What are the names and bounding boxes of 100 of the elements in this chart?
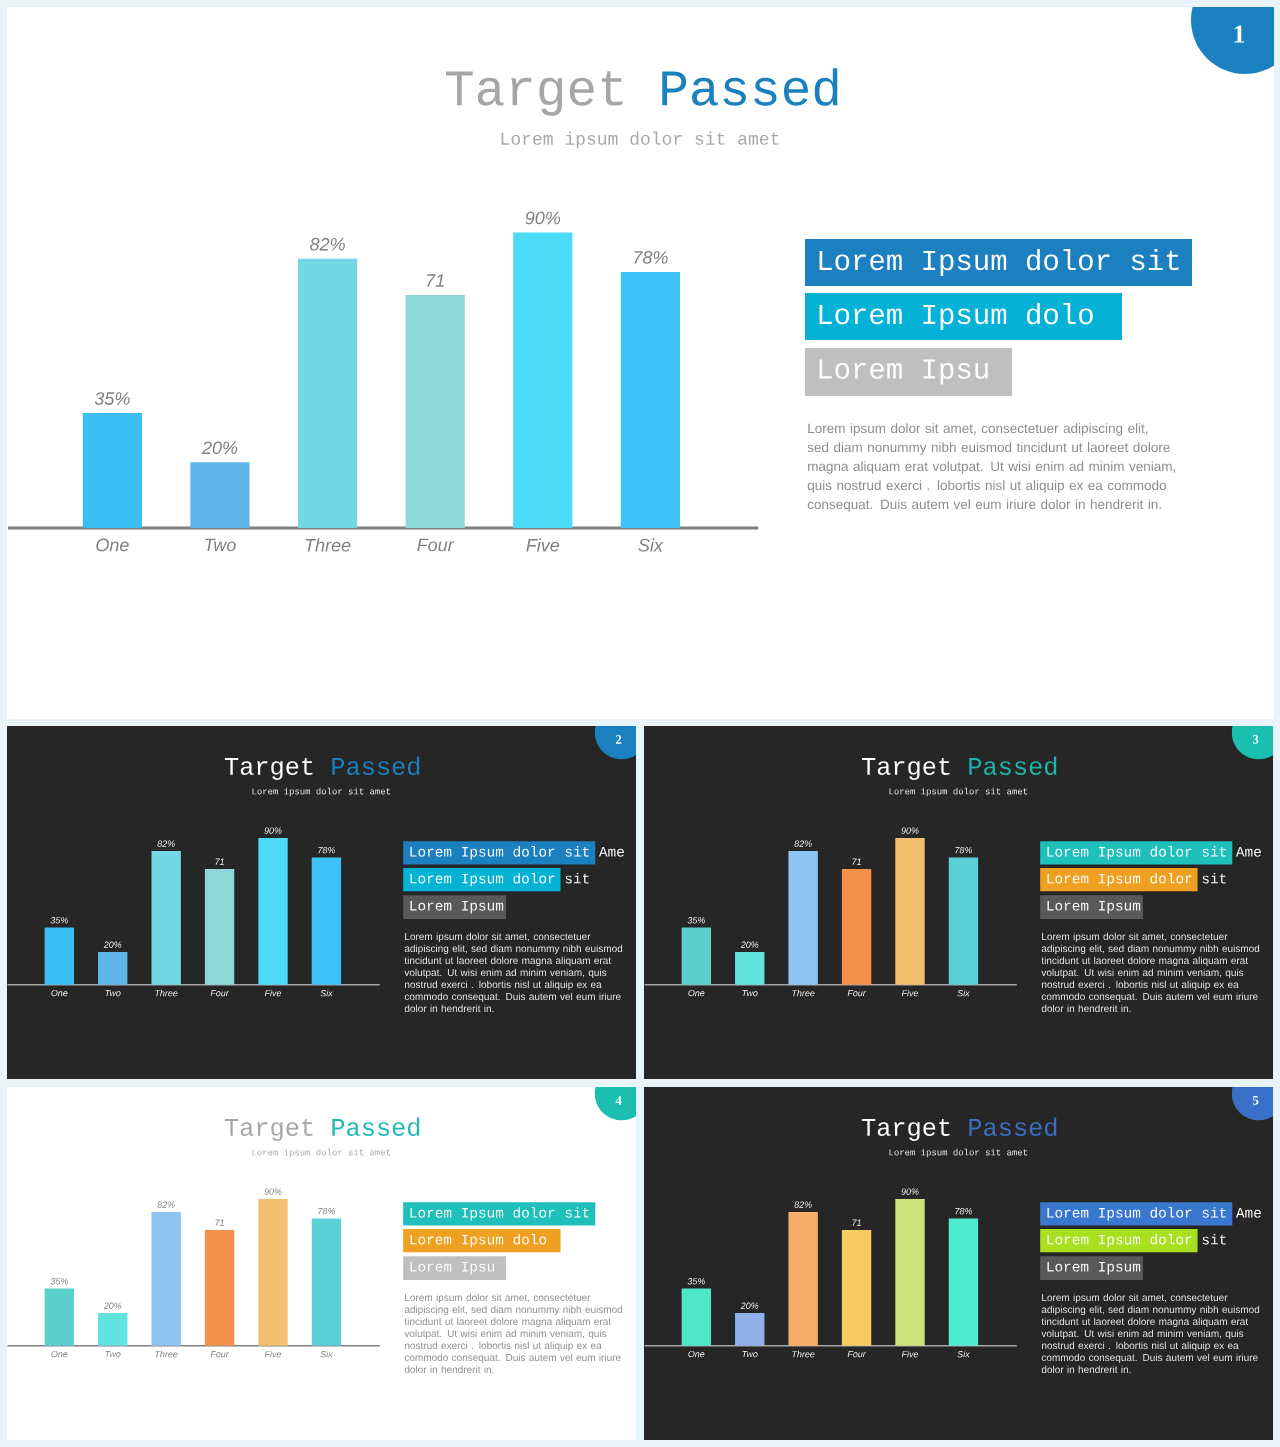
- text: Lorem Ipsum: [410, 900, 504, 914]
- x-tick-label: Two: [205, 538, 236, 552]
- x-tick-label: Five: [264, 1350, 282, 1358]
- text: Lorem Ipsu: [819, 359, 988, 385]
- bar: [44, 927, 75, 985]
- data-label: 78%: [318, 1208, 335, 1215]
- data-label: 82%: [157, 1201, 175, 1208]
- text: Lorem Ipsum dolor sit: [819, 248, 1179, 276]
- data-label: 78%: [634, 250, 668, 264]
- data-label: 35%: [94, 392, 130, 405]
- text: 2: [615, 735, 622, 744]
- bar: [151, 851, 181, 985]
- x-tick-label: Three: [792, 1350, 815, 1358]
- x-tick-label: Six: [638, 538, 664, 552]
- text: Lorem ipsum dolor sit amet, consectetuer adipiscing elit, sed diam nonummy nibh euismod tincidunt ut laoreet dolore magna aliquam erat volutpat. Ut wisi enim ad minim veniam, quis nostrud exerci . lobortis nisl ut aliquip ex ea commodo consequat. Duis autem vel eum iriure dolor in hendrerit in.: [1041, 932, 1260, 1013]
- x-tick-label: Four: [417, 538, 455, 552]
- chart-title: Target Passed: [224, 756, 420, 780]
- x-tick-label: Two: [105, 989, 121, 997]
- bar: [258, 1198, 288, 1346]
- text: Lorem ipsum dolor sit amet, consectetuer adipiscing elit, sed diam nonummy nibh euismod tincidunt ut laoreet dolore magna aliquam erat volutpat. Ut wisi enim ad minim veniam, quis nostrud exerci . lobortis nisl ut aliquip ex ea commodo consequat. Duis autem vel eum iriure dolor in hendrerit in.: [404, 1293, 623, 1374]
- x-tick-label: Six: [957, 989, 970, 997]
- chart-subtitle: Lorem ipsum dolor sit amet: [501, 131, 779, 149]
- bar: [735, 952, 765, 985]
- bar: [620, 271, 680, 528]
- data-label: 71: [852, 1219, 861, 1226]
- bar: [948, 857, 979, 985]
- data-label: 90%: [525, 211, 561, 225]
- bar: [841, 1229, 872, 1346]
- x-tick-label: One: [688, 989, 705, 997]
- text: Lorem Ipsum: [1047, 900, 1141, 914]
- text: Lorem ipsum dolor sit amet, consectetuer adipiscing elit, sed diam nonummy nibh euismod tincidunt ut laoreet dolore magna aliquam erat volutpat. Ut wisi enim ad minim veniam, quis nostrud exerci . lobortis nisl ut aliquip ex ea commodo consequat. Duis autem vel eum iriure dolor in hendrerit in.: [404, 932, 623, 1013]
- chart-subtitle: Lorem ipsum dolor sit amet: [889, 1148, 1028, 1158]
- bar: [98, 1313, 128, 1346]
- bar: [681, 1288, 712, 1346]
- bar: [513, 232, 573, 528]
- data-label: 20%: [740, 941, 759, 948]
- bar: [948, 1218, 979, 1346]
- x-tick-label: Five: [901, 1350, 919, 1358]
- data-label: 71: [852, 858, 861, 865]
- chart-title: Target Passed: [861, 756, 1057, 780]
- bar: [98, 952, 128, 985]
- x-tick-label: Four: [847, 1350, 867, 1358]
- data-label: 78%: [318, 847, 335, 854]
- x-tick-label: Four: [210, 1350, 230, 1358]
- data-label: 82%: [794, 1201, 812, 1208]
- x-tick-label: Five: [526, 538, 560, 552]
- text: Lorem ipsum dolor sit amet, consectetuer adipiscing elit, sed diam nonummy nibh euismod tincidunt ut laoreet dolore magna aliquam erat volutpat. Ut wisi enim ad minim veniam, quis nostrud exerci . lobortis nisl ut aliquip ex ea commodo consequat. Duis autem vel eum iriure dolor in hendrerit in.: [1041, 1293, 1260, 1374]
- x-tick-label: Five: [264, 989, 282, 997]
- bar: [204, 1229, 235, 1346]
- x-tick-label: Three: [155, 1350, 178, 1358]
- chart-title: Target Passed: [224, 1117, 420, 1141]
- text: Lorem ipsum dolor sit amet, consectetuer adipiscing elit, sed diam nonummy nibh euismod tincidunt ut laoreet dolore magna aliquam erat volutpat. Ut wisi enim ad minim veniam, quis nostrud exerci . lobortis nisl ut aliquip ex ea commodo consequat. Duis autem vel eum iriure dolor in hendrerit in.: [807, 423, 1176, 512]
- data-label: 90%: [264, 827, 282, 834]
- data-label: 35%: [687, 1278, 705, 1285]
- x-tick-label: Four: [847, 989, 867, 997]
- data-label: 78%: [955, 1208, 972, 1215]
- text: Lorem Ipsum dolor sit Ame: [1047, 1207, 1261, 1221]
- data-label: 82%: [794, 840, 812, 847]
- text: Lorem Ipsum dolor sit: [1047, 1233, 1226, 1248]
- text: 1: [1234, 25, 1245, 43]
- x-tick-label: Five: [901, 989, 919, 997]
- data-label: 35%: [50, 917, 68, 924]
- text: Lorem Ipsum dolor sit: [410, 872, 589, 887]
- bar: [82, 413, 142, 528]
- bar: [788, 1212, 818, 1346]
- bar: [895, 1198, 925, 1346]
- data-label: 90%: [901, 1188, 919, 1195]
- chart-title: Target Passed: [861, 1117, 1057, 1141]
- data-label: 90%: [901, 827, 919, 834]
- data-label: 71: [427, 274, 444, 287]
- x-tick-label: Four: [210, 989, 230, 997]
- data-label: 90%: [264, 1188, 282, 1195]
- bar: [735, 1313, 765, 1346]
- bar: [405, 294, 465, 528]
- bar: [258, 837, 288, 985]
- chart-subtitle: Lorem ipsum dolor sit amet: [252, 787, 391, 797]
- x-tick-label: Three: [792, 989, 815, 997]
- x-tick-label: Three: [155, 989, 178, 997]
- bar: [151, 1212, 181, 1346]
- data-label: 20%: [103, 1302, 122, 1309]
- bar: [298, 258, 358, 528]
- x-tick-label: One: [51, 989, 68, 997]
- bar: [841, 868, 872, 985]
- text: Lorem Ipsum dolor sit Ame: [1047, 846, 1261, 860]
- text: Lorem Ipsum dolo: [410, 1233, 547, 1248]
- bar: [44, 1288, 75, 1346]
- x-tick-label: Two: [105, 1350, 121, 1358]
- bar: [895, 837, 925, 985]
- data-label: 20%: [740, 1302, 759, 1309]
- x-tick-label: Six: [320, 1350, 333, 1358]
- data-label: 35%: [687, 917, 705, 924]
- x-tick-label: One: [96, 538, 129, 552]
- x-tick-label: One: [51, 1350, 68, 1358]
- bar: [788, 851, 818, 985]
- text: 3: [1252, 735, 1259, 744]
- x-tick-label: Six: [957, 1350, 970, 1358]
- text: Lorem Ipsum: [1047, 1261, 1141, 1275]
- bar: [311, 1218, 342, 1346]
- bar: [311, 857, 342, 985]
- data-label: 82%: [157, 840, 175, 847]
